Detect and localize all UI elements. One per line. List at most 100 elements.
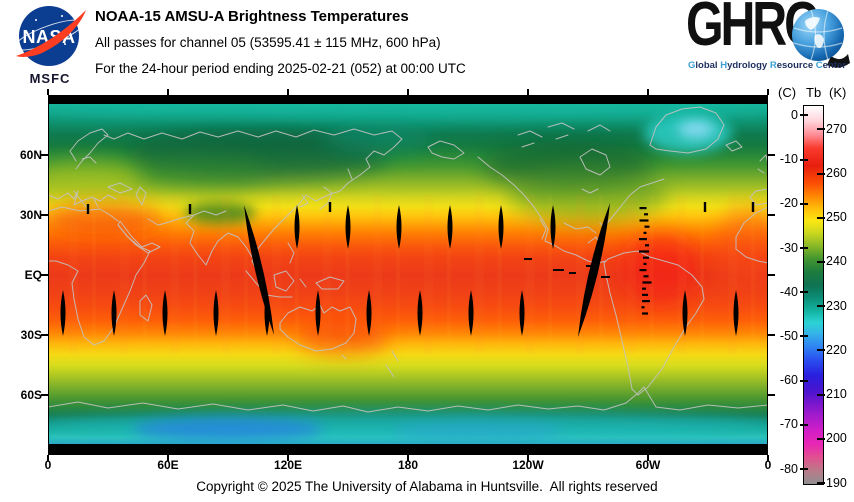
missing-scanline-dash [643,231,647,234]
south-pole-nodata-strip [48,444,768,455]
colorbar-celsius-tick-label: -70 [779,417,798,432]
colorbar-celsius-tick-label: -40 [779,284,798,299]
missing-scanline-dash [639,250,649,253]
colorbar-celsius-tick-mark [800,291,808,294]
colorbar-kelvin-tick-label: 210 [826,387,847,402]
colorbar-kelvin-tick-label: 270 [826,121,847,136]
x-tick-label: 0 [764,458,772,472]
ghrc-tagline: Global Hydrology Resource Center [688,60,852,71]
missing-scanline-dash [643,262,647,265]
missing-scanline-dash [641,306,645,309]
missing-scanline-dash [643,256,649,259]
y-tick-mark-right [768,214,775,216]
brightness-temperature-map [28,95,788,455]
orbit-data-gaps [60,202,755,337]
y-tick-label: 30N [19,208,42,222]
orbit-gap-lens [396,205,402,249]
colorbar-celsius-tick-label: 0 [791,107,798,122]
x-tick-mark-top [647,89,649,95]
x-tick-label: 180 [397,458,419,472]
colorbar-kelvin-tick-mark [817,260,825,263]
colorbar-kelvin-tick-mark [817,305,825,308]
swath-streaks [48,195,768,355]
y-tick-mark-right [768,274,775,276]
colorbar-celsius-tick-label: -50 [779,328,798,343]
y-tick-mark-left [41,394,48,396]
missing-scanline-dash [86,204,90,214]
missing-scanline-dash [642,287,646,290]
orbit-gap-lens [294,205,300,249]
orbit-gap-lens [345,205,351,249]
colorbar-celsius-tick-mark [800,202,808,205]
ghrc-logo-block: GHRC Glo [686,0,852,80]
colorbar-celsius-tick-mark [800,158,808,161]
x-tick-mark-top [407,89,409,95]
missing-scanline-dash [644,225,650,228]
map-frame [48,95,768,455]
y-tick-mark-left [41,334,48,336]
x-tick-mark-top [287,89,289,95]
orbit-gap-lens [519,290,525,336]
tagline-rest: ydrology [727,60,768,71]
y-tick-mark-left [41,154,48,156]
colorbar-celsius-tick-mark [800,468,808,471]
subtitle-period: For the 24-hour period ending 2025-02-21… [95,61,466,76]
missing-scanline-dash [642,281,652,284]
colorbar-gradient [803,105,824,485]
y-tick-label: EQ [24,268,42,282]
tagline-rest: esource [776,60,814,71]
missing-scanline-dash [642,300,650,303]
colorbar-kelvin-tick-label: 220 [826,342,847,357]
x-tick-label: 60W [635,458,661,472]
x-tick-mark-top [167,89,169,95]
missing-scanline-dash [642,293,648,296]
colorbar-celsius-tick-mark [800,379,808,382]
ghrc-globe-icon [791,8,851,70]
north-pole-nodata-strip [48,95,768,104]
orbit-gap-lens [213,290,219,336]
orbit-gap-lens [417,290,423,336]
colorbar-unit-celsius: (C) [778,85,797,100]
colorbar-kelvin-tick-label: 190 [826,475,847,490]
x-tick-mark-bottom [527,455,529,461]
missing-scanline-dash [639,238,647,241]
missing-scanline-dash [524,258,532,260]
colorbar-celsius-tick-mark [800,335,808,338]
colorbar-kelvin-tick-label: 250 [826,210,847,225]
tagline-initial: R [769,60,777,71]
colorbar-kelvin-tick-label: 240 [826,254,847,269]
colorbar-kelvin-tick-label: 230 [826,298,847,313]
missing-scanline-dash [553,269,564,271]
tagline-initial: G [688,60,696,71]
map-raster [28,95,788,455]
missing-scanline-dash [639,207,647,210]
orbit-gap-lens [111,290,117,336]
x-tick-mark-bottom [767,455,769,461]
colorbar-kelvin-tick-label: 260 [826,166,847,181]
tagline-rest: lobal [695,60,718,71]
orbit-gap-lens [733,290,739,336]
y-tick-label: 60S [20,388,42,402]
missing-scanline-dash [188,204,192,214]
y-tick-label: 60N [19,148,42,162]
missing-scanline-dash [639,269,647,272]
title-block: NOAA-15 AMSU-A Brightness Temperatures A… [95,8,655,76]
missing-scanline-dash [639,219,649,222]
colorbar-celsius-tick-mark [800,247,808,250]
y-tick-mark-left [41,274,48,276]
colorbar-kelvin-tick-mark [817,172,825,175]
colorbar-kelvin-tick-mark [817,482,825,484]
y-tick-mark-right [768,394,775,396]
colorbar-kelvin-tick-label: 200 [826,431,847,446]
orbit-gap-lens [447,205,453,249]
x-tick-mark-bottom [167,455,169,461]
orbit-gap-lens [468,290,474,336]
missing-scanline-dash [601,276,610,278]
y-tick-mark-left [41,214,48,216]
y-tick-mark-right [768,334,775,336]
orbit-gap-lens [162,290,168,336]
orbit-gap-lens [315,290,321,336]
x-tick-mark-bottom [287,455,289,461]
colorbar-celsius-tick-label: -10 [779,152,798,167]
